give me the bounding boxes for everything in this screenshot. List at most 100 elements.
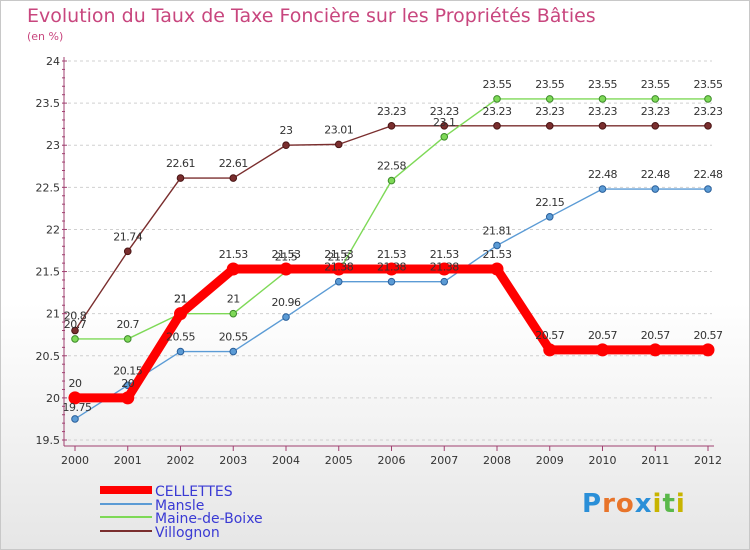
logo-letter: t	[662, 489, 676, 519]
data-label: 23.23	[483, 105, 512, 118]
data-point	[440, 277, 449, 286]
chart-unit-label: (en %)	[27, 30, 64, 43]
data-point	[493, 241, 501, 250]
x-tick-label: 2008	[483, 454, 511, 467]
x-tick-label: 2002	[167, 454, 195, 467]
data-label: 21.38	[430, 261, 459, 274]
x-tick-label: 2000	[61, 454, 89, 467]
data-point	[651, 185, 660, 193]
data-label: 20.57	[694, 329, 723, 342]
series-line-mansle	[74, 188, 709, 420]
legend-swatch	[100, 516, 152, 518]
data-label: 22.58	[377, 160, 406, 173]
data-label: 21.38	[324, 261, 353, 274]
data-point	[387, 277, 396, 286]
data-label: 21	[174, 293, 187, 306]
data-point	[651, 122, 660, 130]
data-label: 23.23	[377, 105, 406, 118]
y-tick-label: 20.5	[36, 350, 61, 363]
x-tick-label: 2004	[272, 454, 300, 467]
data-label: 19.75	[63, 401, 92, 414]
data-point	[596, 343, 609, 357]
data-label: 20.8	[64, 310, 87, 323]
data-label: 21.53	[377, 248, 406, 261]
y-tick-label: 23	[46, 139, 60, 152]
data-label: 23.55	[588, 78, 617, 91]
proxiti-logo: Proxiti	[582, 489, 686, 519]
data-label: 21.53	[219, 248, 248, 261]
legend-swatch	[100, 502, 152, 505]
x-tick-label: 2009	[536, 454, 564, 467]
x-tick-label: 2003	[219, 454, 247, 467]
data-label: 22.61	[219, 157, 248, 170]
data-point	[121, 391, 135, 405]
data-label: 22.48	[641, 168, 670, 181]
legend-label: Mansle	[155, 497, 205, 514]
data-point	[598, 122, 607, 130]
data-label: 20.7	[64, 318, 87, 331]
y-tick-label: 19.5	[36, 434, 61, 447]
data-label: 21.5	[275, 251, 298, 264]
data-label: 21	[174, 293, 187, 306]
data-point	[545, 213, 554, 221]
data-label: 23.23	[430, 105, 459, 118]
logo-letter: o	[615, 489, 635, 519]
data-label: 20.57	[641, 329, 670, 342]
data-label: 23.23	[535, 105, 564, 118]
data-point	[704, 95, 712, 103]
data-point	[493, 122, 501, 130]
data-label: 23.1	[433, 116, 456, 129]
data-label: 20.57	[535, 329, 564, 342]
data-point	[229, 347, 238, 356]
data-label: 23.55	[694, 78, 723, 91]
data-point	[123, 335, 132, 343]
data-label: 22.48	[588, 168, 617, 181]
legend-label: CELLETTES	[155, 484, 233, 500]
data-point	[598, 185, 607, 193]
x-tick-label: 2011	[641, 454, 669, 467]
data-point	[229, 174, 238, 182]
logo-letter: i	[652, 489, 663, 519]
data-label: 21.53	[430, 248, 459, 261]
data-point	[704, 122, 712, 130]
logo-letter: P	[582, 489, 603, 519]
data-point	[332, 262, 346, 276]
data-point	[543, 343, 557, 357]
data-label: 21.74	[113, 230, 142, 243]
logo-letter: r	[602, 489, 616, 519]
data-label: 22.15	[535, 196, 564, 209]
y-tick-label: 21.5	[36, 266, 61, 279]
y-tick-label: 22.5	[36, 181, 61, 194]
logo-letter: x	[634, 489, 653, 519]
data-point	[490, 262, 504, 276]
x-tick-label: 2001	[114, 454, 142, 467]
data-point	[226, 262, 240, 276]
data-label: 20.55	[219, 331, 248, 344]
data-point	[279, 262, 293, 276]
data-point	[282, 313, 290, 321]
data-point	[68, 391, 82, 405]
data-point	[282, 141, 290, 150]
data-label: 23.55	[535, 78, 564, 91]
data-label: 20.15	[113, 364, 142, 377]
data-label: 22.48	[694, 168, 723, 181]
data-point	[385, 262, 398, 276]
y-tick-label: 20	[46, 392, 60, 405]
data-label: 21.53	[272, 248, 301, 261]
data-point	[123, 247, 132, 256]
data-label: 21.5	[328, 251, 351, 264]
data-label: 21.53	[324, 248, 353, 261]
data-label: 23.55	[641, 78, 670, 91]
data-label: 22.61	[166, 157, 195, 170]
data-point	[387, 176, 396, 185]
data-point	[71, 326, 79, 335]
data-label: 20.7	[117, 318, 140, 331]
legend-label: Villognon	[155, 524, 220, 541]
data-point	[334, 277, 343, 286]
legend-swatch	[100, 486, 152, 494]
x-tick-label: 2006	[378, 454, 406, 467]
data-label: 20.55	[166, 331, 195, 344]
y-tick-label: 24	[46, 55, 60, 68]
data-label: 20.96	[272, 296, 301, 309]
